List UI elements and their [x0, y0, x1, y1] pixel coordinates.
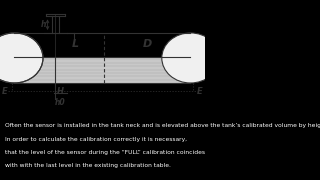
Polygon shape — [0, 57, 14, 83]
Text: D: D — [143, 39, 152, 49]
Text: E: E — [197, 87, 203, 96]
Polygon shape — [190, 57, 219, 83]
Text: H: H — [57, 87, 64, 96]
Ellipse shape — [162, 33, 219, 83]
Polygon shape — [14, 57, 190, 83]
Text: with with the last level in the existing calibration table.: with with the last level in the existing… — [5, 163, 171, 168]
Text: E: E — [2, 87, 8, 96]
Text: h: h — [41, 20, 46, 29]
Text: h0: h0 — [55, 98, 66, 107]
Text: In order to calculate the calibration correctly it is necessary,: In order to calculate the calibration co… — [5, 136, 187, 141]
Ellipse shape — [0, 33, 43, 83]
Text: L: L — [72, 39, 79, 49]
Text: Often the sensor is installed in the tank neck and is elevated above the tank’s : Often the sensor is installed in the tan… — [5, 123, 320, 128]
Text: that the level of the sensor during the “FULL” calibration coincides: that the level of the sensor during the … — [5, 150, 205, 155]
